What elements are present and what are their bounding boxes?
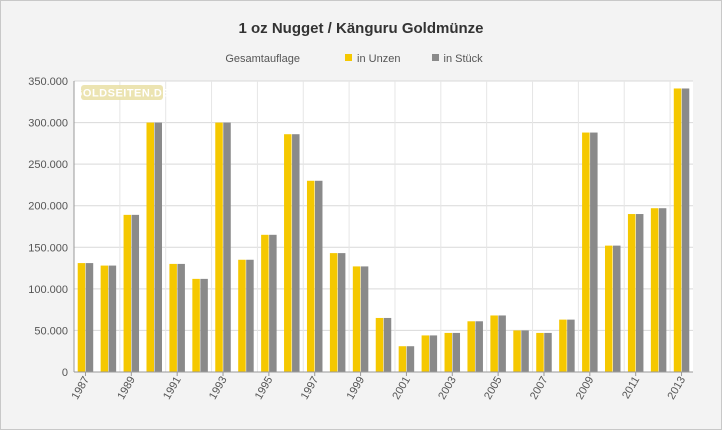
x-tick-label: 1995 [253, 375, 276, 402]
bar-unzen-2010 [605, 245, 613, 372]
bar-unzen-1993 [215, 122, 223, 372]
bar-unzen-1988 [100, 265, 109, 372]
bar-unzen-2005 [490, 315, 498, 372]
y-tick-label: 250.000 [28, 159, 68, 171]
bar-unzen-1996 [284, 134, 292, 372]
bar-stueck-1994 [246, 259, 254, 372]
bar-stueck-1997 [314, 180, 323, 372]
bar-stueck-1996 [292, 134, 300, 372]
legend-swatch-unzen [345, 54, 353, 61]
x-tick-label: 2007 [528, 375, 551, 402]
x-tick-label: 1991 [161, 375, 184, 402]
bar-unzen-2006 [513, 330, 521, 372]
bar-stueck-1989 [131, 214, 140, 372]
bar-unzen-1989 [123, 214, 132, 372]
x-tick-label: 1987 [69, 375, 92, 402]
bar-stueck-2005 [498, 315, 506, 372]
bar-unzen-2002 [421, 335, 430, 372]
watermark-badge [81, 85, 163, 100]
bar-unzen-2012 [650, 208, 659, 372]
chart-title: 1 oz Nugget / Känguru Goldmünze [238, 20, 484, 37]
bar-stueck-1987 [85, 263, 94, 372]
bar-unzen-1990 [146, 122, 154, 372]
x-tick-label: 2013 [666, 375, 689, 402]
y-tick-label: 0 [62, 367, 68, 379]
legend-swatch-stueck [431, 54, 439, 61]
bar-stueck-2004 [475, 321, 483, 372]
bar-unzen-1987 [77, 263, 86, 372]
bar-unzen-1998 [329, 253, 338, 372]
y-tick-label: 300.000 [28, 118, 68, 130]
x-tick-label: 1993 [207, 375, 230, 402]
legend-label-stueck: in Stück [443, 53, 483, 65]
x-tick-label: 2001 [390, 375, 413, 402]
legend-item-unzen[interactable]: in Unzen [345, 53, 400, 65]
x-tick-label: 1997 [299, 375, 322, 402]
bar-unzen-1991 [169, 263, 177, 372]
bar-stueck-1991 [177, 263, 185, 372]
bar-stueck-1993 [223, 122, 231, 372]
bar-unzen-1997 [306, 180, 315, 372]
x-tick-label: 2009 [574, 375, 597, 402]
bar-stueck-2007 [544, 332, 552, 372]
bar-stueck-2012 [658, 208, 667, 372]
bar-stueck-2001 [406, 346, 415, 372]
bar-unzen-2004 [467, 321, 475, 372]
bar-stueck-2006 [521, 330, 529, 372]
x-tick-label: 1989 [115, 375, 138, 402]
bar-unzen-2001 [398, 346, 407, 372]
bar-unzen-2011 [627, 214, 636, 372]
bar-unzen-1999 [352, 266, 361, 372]
bar-unzen-1995 [261, 234, 269, 372]
bar-unzen-1992 [192, 278, 200, 372]
x-tick-label: 1999 [345, 375, 368, 402]
bar-unzen-2007 [536, 332, 544, 372]
bar-stueck-2011 [635, 214, 644, 372]
chart-legend: Gesamtauflage in Unzen in Stück [0, 53, 722, 65]
y-tick-label: 150.000 [28, 242, 68, 254]
bar-stueck-2008 [567, 319, 575, 372]
bar-stueck-1999 [360, 266, 369, 372]
bar-stueck-2010 [613, 245, 621, 372]
y-tick-label: 350.000 [28, 76, 68, 88]
y-tick-label: 50.000 [34, 325, 68, 337]
legend-label-unzen: in Unzen [357, 53, 401, 65]
watermark-text: GOLDSEITEN.DE [74, 88, 170, 100]
bar-stueck-1990 [154, 122, 162, 372]
bar-stueck-2000 [383, 317, 392, 372]
bar-stueck-2002 [429, 335, 438, 372]
x-tick-label: 2005 [482, 375, 505, 402]
bar-stueck-1992 [200, 278, 208, 372]
bar-stueck-1998 [337, 253, 346, 372]
bar-stueck-2009 [590, 132, 598, 372]
bar-unzen-2000 [375, 317, 384, 372]
legend-title: Gesamtauflage [225, 53, 300, 65]
x-tick-label: 2011 [620, 375, 642, 401]
bar-unzen-2013 [673, 88, 682, 373]
bar-stueck-1995 [269, 234, 277, 372]
legend-item-stueck[interactable]: in Stück [431, 53, 483, 65]
bar-unzen-2009 [582, 132, 590, 372]
bar-stueck-2003 [452, 332, 461, 372]
bar-unzen-2008 [559, 319, 567, 372]
y-tick-label: 200.000 [28, 201, 68, 213]
x-tick-label: 2003 [436, 375, 459, 402]
bar-unzen-2003 [444, 332, 453, 372]
bar-stueck-1988 [108, 265, 117, 372]
plot-background [74, 81, 693, 372]
bar-stueck-2013 [681, 88, 690, 373]
bar-unzen-1994 [238, 259, 246, 372]
y-tick-label: 100.000 [28, 284, 68, 296]
